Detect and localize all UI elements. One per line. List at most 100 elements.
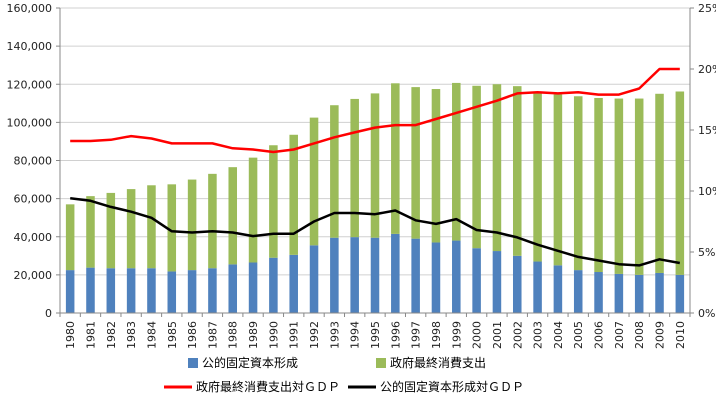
x-tick-label: 1997 [410,321,423,349]
bar-public-investment-1991 [289,254,298,313]
bar-govt-consumption-1987 [208,173,217,269]
bar-govt-consumption-1988 [228,167,238,265]
left-tick-label: 0 [45,307,52,320]
bar-govt-consumption-1984 [147,185,156,269]
x-tick-label: 2000 [471,321,484,349]
bar-govt-consumption-2004 [553,94,563,266]
right-axis-tick-labels: 0% 5% 10% 15% 20% 25% [698,2,716,320]
x-tick-label: 1999 [450,321,463,349]
bar-govt-consumption-2005 [573,96,583,271]
x-tick-label: 2008 [633,321,646,349]
bar-govt-consumption-1982 [106,192,116,269]
bar-govt-consumption-1986 [187,179,197,271]
x-tick-label: 2003 [532,321,545,349]
left-tick-label: 40,000 [14,231,53,244]
x-tick-label: 1984 [145,321,158,349]
x-tick-label: 1981 [84,321,97,349]
left-tick-label: 100,000 [7,116,53,129]
x-tick-label: 1995 [369,321,382,349]
left-tick-label: 120,000 [7,78,53,91]
bar-govt-consumption-2003 [533,91,542,262]
line-public-investment-ratio [70,197,681,267]
bar-public-investment-2008 [634,274,644,313]
right-tick-label: 25% [698,2,716,15]
right-tick-label: 20% [698,63,716,76]
x-tick-label: 1987 [206,321,219,349]
legend-swatch [376,358,386,368]
x-tick-label: 1991 [288,321,301,349]
bar-govt-consumption-2001 [492,84,502,252]
bar-govt-consumption-1990 [269,145,278,258]
left-tick-label: 140,000 [7,40,53,53]
bar-govt-consumption-1995 [370,93,380,238]
left-tick-label: 20,000 [14,269,53,282]
bar-public-investment-2001 [492,251,502,313]
bar-govt-consumption-2010 [675,91,685,275]
x-tick-label: 1996 [389,321,402,349]
right-tick-label: 15% [698,124,716,137]
bar-public-investment-2009 [655,272,664,313]
bar-public-investment-1996 [391,233,400,313]
bar-public-investment-2003 [533,261,542,313]
bar-public-investment-2007 [614,273,624,313]
bar-govt-consumption-1992 [309,117,319,246]
bar-govt-consumption-1997 [411,87,420,239]
legend-label: 公的固定資本形成対ＧＤＰ [380,379,524,394]
left-tick-label: 60,000 [14,193,53,206]
legend-label: 公的固定資本形成 [202,355,298,370]
right-tick-label: 0% [698,307,715,320]
bar-govt-consumption-1996 [391,83,400,234]
bar-govt-consumption-2006 [594,97,603,273]
legend-public-investment: 公的固定資本形成 [188,355,298,370]
bar-public-investment-1993 [330,237,339,313]
bar-govt-consumption-1985 [167,184,177,272]
x-tick-label: 2002 [511,321,524,349]
x-tick-label: 1980 [64,321,77,349]
bar-public-investment-2006 [594,272,603,313]
left-tick-label: 160,000 [7,2,53,15]
bar-public-investment-1980 [65,270,75,313]
x-tick-label: 1992 [308,321,321,349]
line-series [70,67,681,267]
x-tick-label: 1983 [125,321,138,349]
axes [56,7,694,317]
bar-public-investment-2005 [573,270,583,313]
bar-public-investment-1992 [309,245,319,313]
bar-public-investment-1987 [208,268,217,313]
bar-govt-consumption-1991 [289,134,298,255]
bar-public-investment-1995 [370,237,380,313]
bar-govt-consumption-2007 [614,98,624,274]
bar-public-investment-1984 [147,268,156,313]
bar-public-investment-1989 [248,262,258,313]
bar-public-investment-2000 [472,248,481,313]
bar-govt-consumption-1999 [452,82,461,241]
x-tick-label: 1988 [227,321,240,349]
x-tick-label: 1989 [247,321,260,349]
bar-public-investment-1998 [431,242,441,313]
bar-govt-consumption-2002 [512,86,522,256]
bar-govt-consumption-1998 [431,89,441,243]
bar-public-investment-1985 [167,271,177,313]
bar-public-investment-2004 [553,265,563,313]
bar-public-investment-2010 [675,274,685,313]
bar-public-investment-1986 [187,270,197,313]
x-tick-label: 1990 [267,321,280,349]
line-govt-consumption-ratio [70,67,680,154]
left-axis-tick-labels: 0 20,000 40,000 60,000 80,000 100,000 120,000 1… [7,2,53,320]
x-tick-label: 2007 [613,321,626,349]
bar-series [65,82,685,313]
bar-public-investment-1997 [411,238,420,313]
legend-swatch [188,358,198,368]
legend-public-investment-ratio: 公的固定資本形成対ＧＤＰ [348,379,524,394]
bar-public-investment-1999 [452,240,461,313]
x-tick-label: 2006 [593,321,606,349]
bar-govt-consumption-1993 [330,105,339,238]
x-tick-label: 1982 [105,321,118,349]
legend-govt-consumption: 政府最終消費支出 [376,355,486,370]
bar-govt-consumption-1994 [350,98,359,238]
left-tick-label: 80,000 [14,155,53,168]
legend-govt-consumption-ratio: 政府最終消費支出対ＧＤＰ [164,379,340,394]
bar-govt-consumption-1989 [248,157,258,263]
